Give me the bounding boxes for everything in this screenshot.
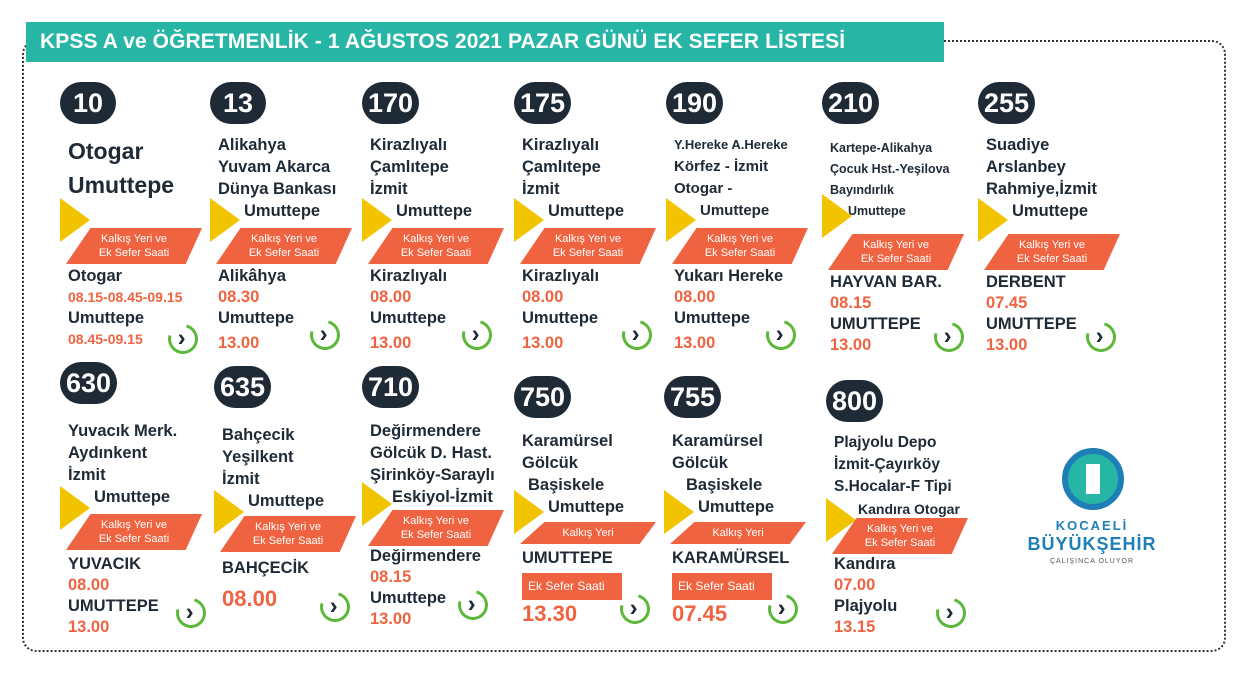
schedule: UMUTTEPE Ek Sefer Saati 13.30 — [522, 548, 672, 628]
route-number-badge: 13 — [210, 82, 266, 124]
departure-ribbon: Kalkış Yeri ve Ek Sefer Saati — [828, 234, 964, 270]
route-card-755[interactable]: 755 Karamürsel Gölcük Başiskele Umuttepe… — [664, 376, 812, 654]
arrow-icon — [362, 198, 392, 242]
route-stops: Y.Hereke A.Hereke Körfez - İzmit Otogar … — [674, 137, 788, 219]
route-number-badge: 255 — [978, 82, 1036, 124]
route-stops: Alikahya Yuvam Akarca Dünya Bankası Umut… — [218, 136, 337, 220]
departure-ribbon: Kalkış Yeri ve Ek Sefer Saati — [520, 228, 656, 264]
schedule: Değirmendere 08.15 Umuttepe 13.00 — [370, 547, 481, 628]
kocaeli-logo-icon — [1062, 448, 1124, 510]
departure-time: 08.15-08.45-09.15 — [68, 289, 183, 305]
route-number-badge: 190 — [666, 82, 724, 124]
arrow-icon — [514, 490, 544, 534]
stop-label: Otogar — [68, 138, 144, 164]
route-number-badge: 630 — [60, 362, 118, 404]
route-card-13[interactable]: 13 Alikahya Yuvam Akarca Dünya Bankası U… — [210, 82, 358, 360]
route-card-10[interactable]: 10 Otogar Umuttepe Kalkış Yeri ve Ek Sefe… — [60, 82, 208, 360]
extra-trip-label: Ek Sefer Saati — [522, 573, 622, 600]
route-stops: Plajyolu Depo İzmit-Çayırköy S.Hocalar-F… — [834, 434, 960, 517]
route-card-170[interactable]: 170 Kirazlıyalı Çamlıtepe İzmit Umuttepe… — [362, 82, 510, 360]
departure-ribbon: Kalkış Yeri ve Ek Sefer Saati — [66, 228, 202, 264]
schedule: KARAMÜRSEL Ek Sefer Saati 07.45 — [672, 549, 790, 626]
arrow-icon — [60, 198, 90, 242]
route-card-750[interactable]: 750 Karamürsel Gölcük Başiskele Umuttepe… — [514, 376, 662, 654]
schedule: Alikâhya 08.30 Umuttepe 13.00 — [218, 267, 295, 352]
arrow-icon — [666, 198, 696, 242]
schedule: Kirazlıyalı 08.00 Umuttepe 13.00 — [370, 267, 448, 352]
route-number-badge: 170 — [362, 82, 420, 124]
route-stops: Kirazlıyalı Çamlıtepe İzmit Umuttepe — [522, 136, 625, 220]
route-number-badge: 210 — [822, 82, 880, 124]
departure-ribbon: Kalkış Yeri ve Ek Sefer Saati — [216, 228, 352, 264]
route-stops: Karamürsel Gölcük Başiskele Umuttepe — [672, 432, 775, 516]
route-card-800[interactable]: 800 Plajyolu Depo İzmit-Çayırköy S.Hocal… — [826, 380, 974, 658]
schedule: Otogar 08.15-08.45-09.15 Umuttepe 08.45-… — [68, 266, 218, 350]
return-place: Umuttepe — [68, 309, 145, 327]
arrow-icon — [210, 198, 240, 242]
logo-line-1: KOCAELİ — [1055, 518, 1129, 533]
departure-place: Otogar — [68, 267, 123, 285]
route-card-635[interactable]: 635 Bahçecik Yeşilkent İzmit Umuttepe Ka… — [214, 366, 362, 644]
route-stops: Suadiye Arslanbey Rahmiye,İzmit Umuttepe — [986, 136, 1097, 220]
route-card-175[interactable]: 175 Kirazlıyalı Çamlıtepe İzmit Umuttepe… — [514, 82, 662, 360]
logo-line-2: BÜYÜKŞEHİR — [1027, 534, 1157, 554]
route-card-255[interactable]: 255 Suadiye Arslanbey Rahmiye,İzmit Umut… — [978, 82, 1126, 360]
departure-ribbon: Kalkış Yeri ve Ek Sefer Saati — [984, 234, 1120, 270]
stop-label: Umuttepe — [68, 172, 175, 198]
arrow-icon — [822, 194, 852, 238]
departure-ribbon: Kalkış Yeri ve Ek Sefer Saati — [832, 518, 968, 554]
return-time: 08.45-09.15 — [68, 331, 143, 347]
schedule: BAHÇECİK 08.00 — [222, 559, 310, 611]
route-stops: Otogar Umuttepe — [68, 134, 218, 202]
route-stops: Değirmendere Gölcük D. Hast. Şirinköy-Sa… — [370, 422, 495, 506]
route-card-630[interactable]: 630 Yuvacık Merk. Aydınkent İzmit Umutte… — [60, 362, 212, 640]
page-title: KPSS A ve ÖĞRETMENLİK - 1 AĞUSTOS 2021 P… — [26, 22, 944, 62]
extra-trip-label: Ek Sefer Saati — [672, 573, 772, 600]
departure-ribbon: Kalkış Yeri ve Ek Sefer Saati — [672, 228, 808, 264]
route-stops: Yuvacık Merk. Aydınkent İzmit Umuttepe — [68, 422, 178, 506]
schedule: Kandıra 07.00 Plajyolu 13.15 — [834, 555, 898, 636]
departure-ribbon: Kalkış Yeri ve Ek Sefer Saati — [220, 516, 356, 552]
route-card-190[interactable]: 190 Y.Hereke A.Hereke Körfez - İzmit Oto… — [666, 82, 814, 360]
route-number-badge: 800 — [826, 380, 884, 422]
departure-ribbon: Kalkış Yeri ve Ek Sefer Saati — [368, 510, 504, 546]
schedule: DERBENT 07.45 UMUTTEPE 13.00 — [986, 273, 1077, 354]
kocaeli-logo: KOCAELİ BÜYÜKŞEHİR ÇALIŞINCA OLUYOR — [1022, 448, 1162, 588]
departure-ribbon: Kalkış Yeri — [520, 522, 656, 544]
route-stops: Karamürsel Gölcük Başiskele Umuttepe — [522, 432, 625, 516]
departure-ribbon: Kalkış Yeri ve Ek Sefer Saati — [66, 514, 202, 550]
arrow-icon — [978, 198, 1008, 242]
route-stops: Bahçecik Yeşilkent İzmit Umuttepe — [222, 426, 325, 510]
schedule: YUVACIK 08.00 UMUTTEPE 13.00 — [68, 555, 159, 636]
route-card-210[interactable]: 210 Kartepe-Alikahya Çocuk Hst.-Yeşilova… — [822, 82, 970, 360]
route-number-badge: 10 — [60, 82, 116, 124]
route-number-badge: 175 — [514, 82, 572, 124]
route-stops: Kirazlıyalı Çamlıtepe İzmit Umuttepe — [370, 136, 473, 220]
route-number-badge: 710 — [362, 366, 420, 408]
route-number-badge: 755 — [664, 376, 722, 418]
route-card-710[interactable]: 710 Değirmendere Gölcük D. Hast. Şirinkö… — [362, 366, 510, 644]
schedule: Yukarı Hereke 08.00 Umuttepe 13.00 — [674, 267, 784, 352]
schedule: Kirazlıyalı 08.00 Umuttepe 13.00 — [522, 267, 600, 352]
route-number-badge: 635 — [214, 366, 272, 408]
departure-ribbon: Kalkış Yeri — [670, 522, 806, 544]
schedule: HAYVAN BAR. 08.15 UMUTTEPE 13.00 — [830, 273, 942, 354]
departure-ribbon: Kalkış Yeri ve Ek Sefer Saati — [368, 228, 504, 264]
route-number-badge: 750 — [514, 376, 572, 418]
arrow-icon — [514, 198, 544, 242]
route-stops: Kartepe-Alikahya Çocuk Hst.-Yeşilova Bay… — [830, 141, 950, 218]
arrow-icon — [664, 490, 694, 534]
logo-slogan: ÇALIŞINCA OLUYOR — [1049, 558, 1135, 565]
